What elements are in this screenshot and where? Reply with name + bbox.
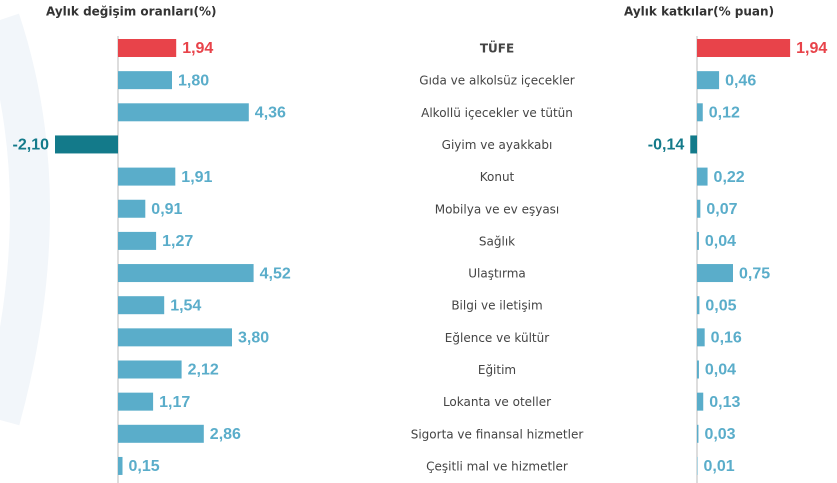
background-arc: [0, 13, 50, 426]
bar: [697, 360, 699, 379]
value-label: 1,17: [159, 394, 190, 411]
value-label: 2,86: [210, 426, 241, 443]
category-label: Mobilya ve ev eşyası: [435, 202, 560, 216]
bar: [118, 296, 165, 315]
value-label: 2,12: [188, 362, 219, 379]
category-label: Gıda ve alkolsüz içecekler: [419, 74, 575, 88]
value-label: 1,80: [178, 72, 209, 89]
category-label: Alkollü içecekler ve tütün: [421, 106, 573, 120]
value-label: 1,94: [182, 40, 213, 57]
value-label: 0,04: [705, 233, 736, 250]
value-label: 3,80: [238, 330, 269, 347]
category-label: Eğitim: [478, 363, 516, 377]
value-label: 1,54: [170, 297, 201, 314]
category-label: Sigorta ve finansal hizmetler: [411, 427, 584, 441]
chart-title: Aylık değişim oranları(%): [46, 5, 216, 19]
value-label: 0,91: [151, 201, 182, 218]
bar: [118, 39, 177, 57]
value-label: 0,16: [711, 330, 742, 347]
bar: [697, 199, 701, 218]
category-label: TÜFE: [480, 41, 514, 56]
bar: [118, 328, 232, 347]
category-label: Eğlence ve kültür: [445, 331, 549, 345]
value-label: 0,03: [704, 426, 735, 443]
bar: [118, 199, 146, 218]
value-label: 0,13: [709, 394, 740, 411]
bar: [697, 424, 699, 443]
value-label: 0,15: [129, 458, 160, 475]
bar: [118, 456, 123, 475]
bar: [55, 135, 118, 154]
value-label: 0,46: [725, 72, 756, 89]
value-label: 0,12: [709, 105, 740, 122]
bar: [697, 71, 720, 90]
value-label: 0,01: [703, 458, 734, 475]
bar: [118, 424, 204, 443]
bar: [697, 296, 700, 315]
bar: [697, 231, 699, 250]
bar: [118, 71, 172, 90]
value-label: 0,05: [705, 297, 736, 314]
bar: [697, 328, 705, 347]
value-label: 1,94: [796, 40, 827, 57]
bar: [697, 392, 704, 411]
category-label: Çeşitli mal ve hizmetler: [426, 459, 568, 473]
category-label: Bilgi ve iletişim: [451, 299, 542, 313]
value-label: 1,91: [181, 169, 212, 186]
bar: [118, 167, 176, 186]
bar: [697, 39, 791, 57]
category-label: Ulaştırma: [468, 267, 526, 281]
bar: [697, 167, 708, 186]
value-label: -2,10: [13, 137, 50, 154]
value-label: 1,27: [162, 233, 193, 250]
bar: [118, 231, 157, 250]
bar: [118, 264, 254, 283]
value-label: 0,07: [706, 201, 737, 218]
value-label: 0,04: [705, 362, 736, 379]
category-label: Lokanta ve oteller: [443, 395, 551, 409]
bar: [697, 264, 733, 283]
value-label: 4,36: [255, 105, 286, 122]
value-label: 0,75: [739, 265, 770, 282]
value-label: 4,52: [260, 265, 291, 282]
bar: [118, 103, 249, 122]
value-label: -0,14: [648, 137, 685, 154]
bar: [690, 135, 697, 154]
value-label: 0,22: [714, 169, 745, 186]
category-label: Konut: [480, 170, 515, 184]
category-label: Giyim ve ayakkabı: [442, 138, 553, 152]
bar: [118, 360, 182, 379]
category-label: Sağlık: [479, 234, 515, 248]
bar: [118, 392, 154, 411]
chart-title: Aylık katkılar(% puan): [624, 5, 774, 19]
bar: [697, 103, 703, 122]
